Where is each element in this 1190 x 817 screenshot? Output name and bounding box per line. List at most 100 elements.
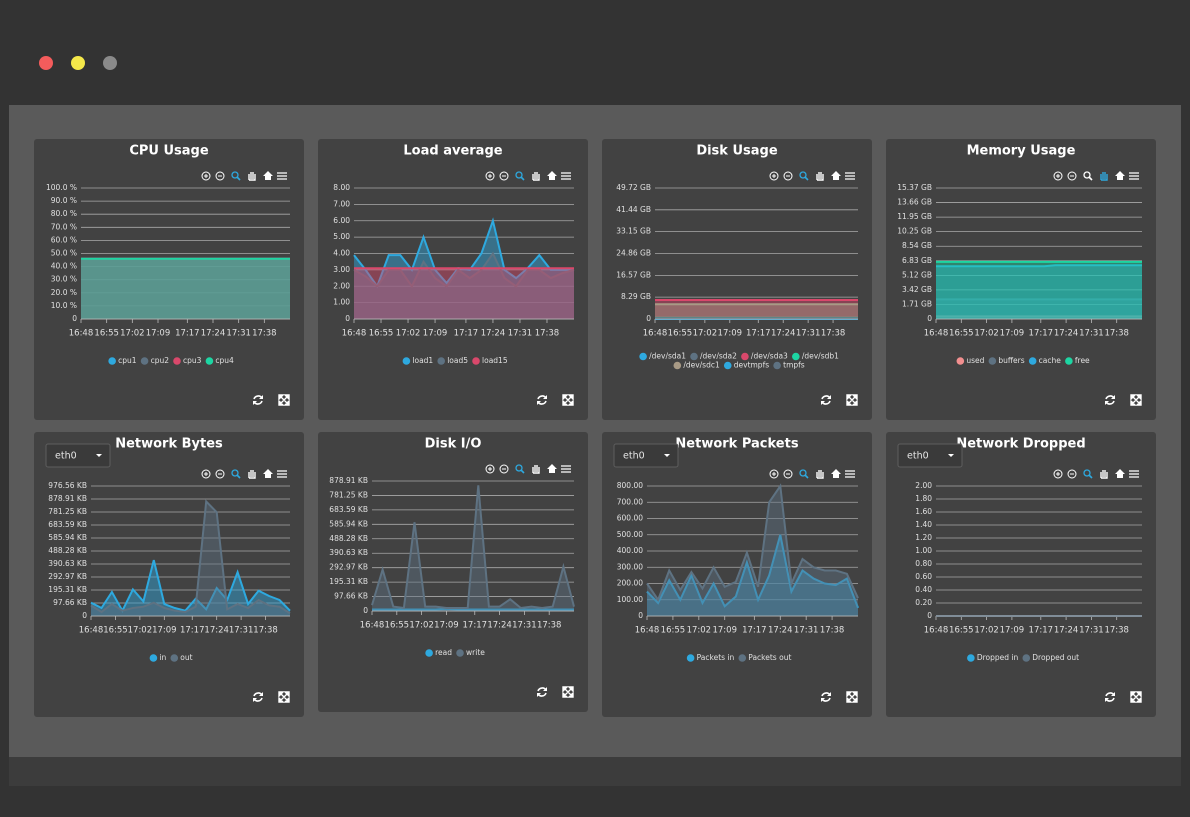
- refresh-icon[interactable]: [821, 692, 831, 702]
- interface-dropdown[interactable]: eth0: [613, 443, 679, 468]
- zoom-out-icon[interactable]: [1067, 171, 1077, 181]
- legend-item[interactable]: write: [456, 648, 485, 657]
- legend-item[interactable]: cache: [1028, 356, 1061, 365]
- fullscreen-icon[interactable]: [278, 394, 290, 406]
- legend-item[interactable]: Packets in: [686, 653, 735, 662]
- legend-item[interactable]: Dropped in: [967, 653, 1019, 662]
- menu-icon[interactable]: [561, 465, 571, 473]
- legend-item[interactable]: out: [170, 653, 193, 662]
- zoom-in-icon[interactable]: [1053, 469, 1063, 479]
- zoom-out-icon[interactable]: [1067, 469, 1077, 479]
- legend-item[interactable]: cpu1: [108, 356, 137, 365]
- refresh-icon[interactable]: [1105, 692, 1115, 702]
- zoom-in-icon[interactable]: [201, 469, 211, 479]
- home-icon[interactable]: [263, 469, 273, 478]
- zoom-icon[interactable]: [231, 469, 241, 479]
- refresh-icon[interactable]: [821, 395, 831, 405]
- zoom-icon[interactable]: [1083, 171, 1093, 181]
- menu-icon[interactable]: [1129, 470, 1139, 478]
- home-icon[interactable]: [547, 171, 557, 180]
- maximize-button[interactable]: [103, 56, 117, 70]
- legend-item[interactable]: /dev/sda2: [690, 352, 737, 361]
- refresh-icon[interactable]: [1105, 395, 1115, 405]
- interface-dropdown[interactable]: eth0: [897, 443, 963, 468]
- fullscreen-icon[interactable]: [278, 691, 290, 703]
- dropdown-value[interactable]: eth0: [623, 451, 645, 462]
- zoom-out-icon[interactable]: [783, 469, 793, 479]
- zoom-icon[interactable]: [515, 171, 525, 181]
- pan-icon[interactable]: [248, 172, 256, 181]
- legend-item[interactable]: /dev/sdc1: [673, 361, 720, 370]
- zoom-in-icon[interactable]: [769, 171, 779, 181]
- zoom-in-icon[interactable]: [485, 171, 495, 181]
- home-icon[interactable]: [547, 464, 557, 473]
- dropdown-caret[interactable]: [664, 454, 670, 457]
- zoom-icon[interactable]: [515, 464, 525, 474]
- fullscreen-icon[interactable]: [1130, 394, 1142, 406]
- legend-item[interactable]: cpu2: [140, 356, 169, 365]
- legend-item[interactable]: /dev/sda3: [741, 352, 788, 361]
- home-icon[interactable]: [1115, 469, 1125, 478]
- zoom-in-icon[interactable]: [769, 469, 779, 479]
- dropdown-box[interactable]: [613, 443, 679, 468]
- legend-item[interactable]: cpu3: [173, 356, 202, 365]
- legend-item[interactable]: Dropped out: [1022, 653, 1079, 662]
- legend-item[interactable]: load1: [402, 356, 434, 365]
- legend-item[interactable]: buffers: [988, 356, 1025, 365]
- zoom-out-icon[interactable]: [783, 171, 793, 181]
- menu-icon[interactable]: [561, 172, 571, 180]
- legend-item[interactable]: load15: [472, 356, 508, 365]
- zoom-in-icon[interactable]: [485, 464, 495, 474]
- home-icon[interactable]: [263, 171, 273, 180]
- refresh-icon[interactable]: [537, 687, 547, 697]
- zoom-in-icon[interactable]: [1053, 171, 1063, 181]
- pan-icon[interactable]: [816, 172, 824, 181]
- legend-item[interactable]: cpu4: [205, 356, 234, 365]
- dropdown-value[interactable]: eth0: [55, 451, 77, 462]
- legend-item[interactable]: devtmpfs: [723, 361, 769, 370]
- refresh-icon[interactable]: [253, 395, 263, 405]
- menu-icon[interactable]: [277, 172, 287, 180]
- refresh-icon[interactable]: [537, 395, 547, 405]
- legend-item[interactable]: read: [425, 648, 452, 657]
- zoom-out-icon[interactable]: [499, 464, 509, 474]
- pan-icon[interactable]: [532, 465, 540, 474]
- refresh-icon[interactable]: [253, 692, 263, 702]
- legend-item[interactable]: load5: [437, 356, 468, 365]
- legend-item[interactable]: tmpfs: [773, 361, 805, 370]
- dropdown-caret[interactable]: [96, 454, 102, 457]
- zoom-out-icon[interactable]: [215, 469, 225, 479]
- fullscreen-icon[interactable]: [562, 686, 574, 698]
- pan-icon[interactable]: [532, 172, 540, 181]
- legend-item[interactable]: Packets out: [738, 653, 791, 662]
- fullscreen-icon[interactable]: [846, 691, 858, 703]
- dropdown-box[interactable]: [45, 443, 111, 468]
- zoom-out-icon[interactable]: [499, 171, 509, 181]
- zoom-in-icon[interactable]: [201, 171, 211, 181]
- menu-icon[interactable]: [1129, 172, 1139, 180]
- home-icon[interactable]: [1115, 171, 1125, 180]
- pan-icon[interactable]: [248, 470, 256, 479]
- legend-item[interactable]: /dev/sdb1: [792, 352, 839, 361]
- legend-item[interactable]: in: [149, 653, 167, 662]
- dropdown-box[interactable]: [897, 443, 963, 468]
- home-icon[interactable]: [831, 171, 841, 180]
- fullscreen-icon[interactable]: [1130, 691, 1142, 703]
- pan-icon[interactable]: [816, 470, 824, 479]
- fullscreen-icon[interactable]: [562, 394, 574, 406]
- pan-icon[interactable]: [1100, 470, 1108, 479]
- legend-item[interactable]: free: [1065, 356, 1090, 365]
- zoom-out-icon[interactable]: [215, 171, 225, 181]
- zoom-icon[interactable]: [231, 171, 241, 181]
- legend-item[interactable]: used: [956, 356, 985, 365]
- legend-item[interactable]: /dev/sda1: [639, 352, 686, 361]
- interface-dropdown[interactable]: eth0: [45, 443, 111, 468]
- menu-icon[interactable]: [845, 172, 855, 180]
- fullscreen-icon[interactable]: [846, 394, 858, 406]
- home-icon[interactable]: [831, 469, 841, 478]
- dropdown-value[interactable]: eth0: [907, 451, 929, 462]
- close-button[interactable]: [39, 56, 53, 70]
- pan-icon[interactable]: [1100, 172, 1108, 181]
- zoom-icon[interactable]: [1083, 469, 1093, 479]
- minimize-button[interactable]: [71, 56, 85, 70]
